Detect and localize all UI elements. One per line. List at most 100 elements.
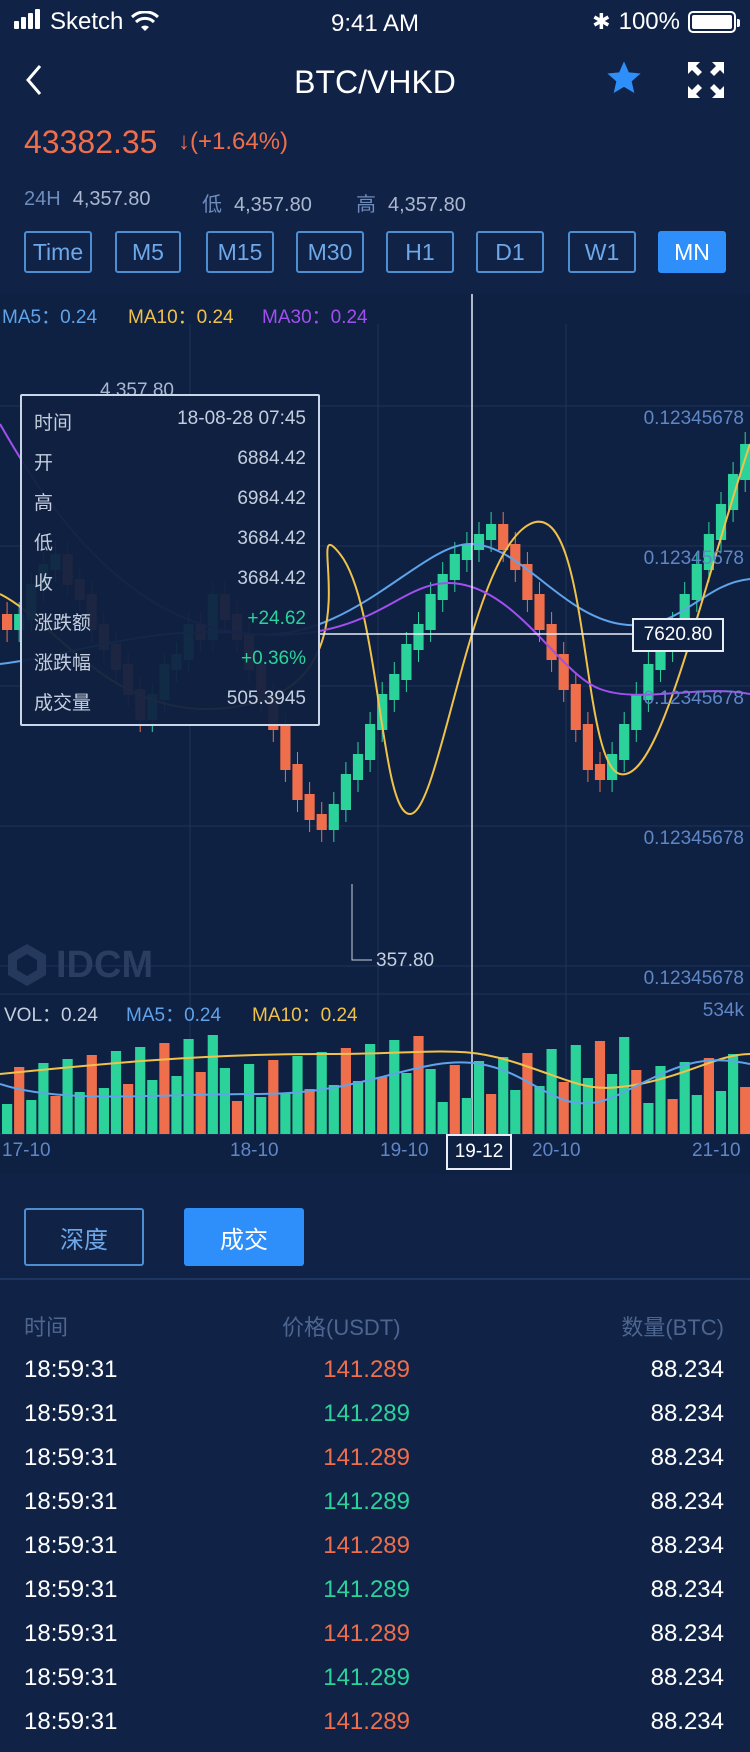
watermark: IDCM bbox=[6, 942, 153, 988]
depth-button[interactable]: 深度 bbox=[24, 1208, 144, 1266]
tab-mn[interactable]: MN bbox=[658, 231, 726, 273]
header-qty: 数量(BTC) bbox=[621, 1315, 724, 1340]
trades-button[interactable]: 成交 bbox=[184, 1208, 304, 1266]
battery-percent: 100% bbox=[618, 8, 680, 35]
trade-row: 18:59:31 141.289 88.234 bbox=[0, 1708, 750, 1752]
trade-time: 18:59:31 bbox=[24, 1708, 118, 1735]
candle-body bbox=[425, 594, 436, 630]
tooltip-key: 涨跌额 bbox=[34, 613, 92, 634]
trade-qty: 88.234 bbox=[650, 1576, 724, 1603]
trade-row: 18:59:31 141.289 88.234 bbox=[0, 1576, 750, 1620]
candle-body bbox=[655, 644, 666, 670]
candle-body bbox=[534, 594, 545, 630]
candle-body bbox=[401, 644, 412, 680]
vol-max-label: 534k bbox=[702, 1000, 744, 1021]
volume-bar bbox=[558, 1082, 569, 1134]
volume-bar bbox=[449, 1065, 460, 1134]
tooltip-key: 涨跌幅 bbox=[34, 653, 92, 674]
price-level-5: 0.12345678 bbox=[643, 968, 744, 989]
candle-body bbox=[703, 534, 714, 570]
wifi-icon bbox=[131, 11, 160, 31]
volume-bar bbox=[123, 1084, 134, 1134]
volume-bar bbox=[377, 1077, 388, 1134]
crosshair-date-label: 19-12 bbox=[446, 1134, 512, 1170]
volume-bar bbox=[340, 1048, 351, 1134]
candle-body bbox=[437, 574, 448, 600]
volume-bar bbox=[304, 1089, 315, 1134]
trade-time: 18:59:31 bbox=[24, 1576, 118, 1603]
trade-price: 141.289 bbox=[323, 1532, 410, 1559]
volume-bar bbox=[268, 1060, 279, 1134]
candle-body bbox=[619, 724, 630, 760]
ma30-label: MA30：0.24 bbox=[262, 307, 368, 328]
volume-bar bbox=[643, 1103, 654, 1134]
volume-bar bbox=[86, 1055, 97, 1134]
trade-qty: 88.234 bbox=[650, 1356, 724, 1383]
candle-body bbox=[679, 594, 690, 630]
x-tick: 19-10 bbox=[380, 1140, 429, 1161]
tooltip-key: 收 bbox=[34, 573, 54, 594]
trade-qty: 88.234 bbox=[650, 1620, 724, 1647]
bluetooth-icon: ✱ bbox=[592, 9, 611, 34]
volume-bar bbox=[667, 1099, 678, 1134]
tab-m5[interactable]: M5 bbox=[115, 231, 181, 273]
volume-bar bbox=[14, 1067, 25, 1134]
page-title: BTC/VHKD bbox=[294, 64, 456, 100]
volume-bar bbox=[219, 1068, 230, 1134]
x-tick: 21-10 bbox=[692, 1140, 741, 1161]
volume-bar bbox=[50, 1096, 61, 1134]
header-price: 价格(USDT) bbox=[282, 1315, 401, 1340]
tab-m30[interactable]: M30 bbox=[296, 231, 364, 273]
kline-chart[interactable]: MA5：0.24 MA10：0.24 MA30：0.24 0.12345678 … bbox=[0, 294, 750, 1174]
fullscreen-button[interactable] bbox=[686, 60, 726, 100]
trade-qty: 88.234 bbox=[650, 1444, 724, 1471]
tooltip-value: 6884.42 bbox=[237, 448, 306, 469]
volume-bar bbox=[461, 1098, 472, 1134]
volume-bar bbox=[401, 1073, 412, 1134]
x-tick: 17-10 bbox=[2, 1140, 51, 1161]
candle-body bbox=[510, 544, 521, 570]
tooltip-row: 时间 18-08-28 07:45 bbox=[34, 408, 306, 435]
tooltip-key: 时间 bbox=[34, 413, 73, 434]
tab-d1[interactable]: D1 bbox=[476, 231, 544, 273]
tooltip-value: 505.3945 bbox=[226, 688, 306, 709]
volume-bar bbox=[715, 1091, 727, 1134]
trade-price: 141.289 bbox=[323, 1488, 410, 1515]
tab-m15[interactable]: M15 bbox=[206, 231, 274, 273]
candle-tooltip: 时间 18-08-28 07:45 开 6884.42 高 6984.42 低 3684.42… bbox=[20, 394, 320, 726]
volume-bar bbox=[280, 1093, 291, 1134]
stat-label: 低 bbox=[202, 194, 222, 216]
trade-time: 18:59:31 bbox=[24, 1444, 118, 1471]
favorite-button[interactable] bbox=[604, 58, 644, 109]
tooltip-row: 高 6984.42 bbox=[34, 488, 306, 515]
volume-bar bbox=[498, 1057, 509, 1134]
ma5-label: MA5：0.24 bbox=[2, 307, 98, 328]
trade-row: 18:59:31 141.289 88.234 bbox=[0, 1620, 750, 1664]
tooltip-row: 涨跌幅 +0.36% bbox=[34, 648, 306, 675]
volume-bar bbox=[98, 1088, 109, 1134]
candle-body bbox=[643, 664, 654, 700]
header-time: 时间 bbox=[24, 1315, 69, 1340]
candle-body bbox=[728, 474, 739, 510]
vol-label: VOL：0.24 bbox=[4, 1005, 98, 1026]
vol-ma5-line bbox=[0, 1059, 750, 1105]
stat-value: 4,357.80 bbox=[388, 194, 466, 216]
candle-body bbox=[14, 614, 25, 630]
trade-price: 141.289 bbox=[323, 1444, 410, 1471]
ma10-label: MA10：0.24 bbox=[128, 307, 234, 328]
volume-bar bbox=[231, 1101, 243, 1134]
tooltip-key: 开 bbox=[34, 453, 54, 474]
volume-bar bbox=[413, 1036, 424, 1134]
candle-body bbox=[365, 724, 376, 760]
tab-h1[interactable]: H1 bbox=[386, 231, 454, 273]
trades-panel: 深度 成交 时间 价格(USDT) 数量(BTC) 18:59:31 141.28… bbox=[0, 1174, 750, 1735]
tab-time[interactable]: Time bbox=[24, 231, 92, 273]
candle-body bbox=[473, 534, 485, 550]
tab-w1[interactable]: W1 bbox=[568, 231, 636, 273]
volume-bar bbox=[582, 1078, 593, 1134]
back-button[interactable] bbox=[22, 60, 46, 110]
chart-canvas bbox=[0, 294, 750, 1135]
trade-qty: 88.234 bbox=[650, 1488, 724, 1515]
trade-row: 18:59:31 141.289 88.234 bbox=[0, 1356, 750, 1400]
volume-bar bbox=[316, 1052, 327, 1134]
